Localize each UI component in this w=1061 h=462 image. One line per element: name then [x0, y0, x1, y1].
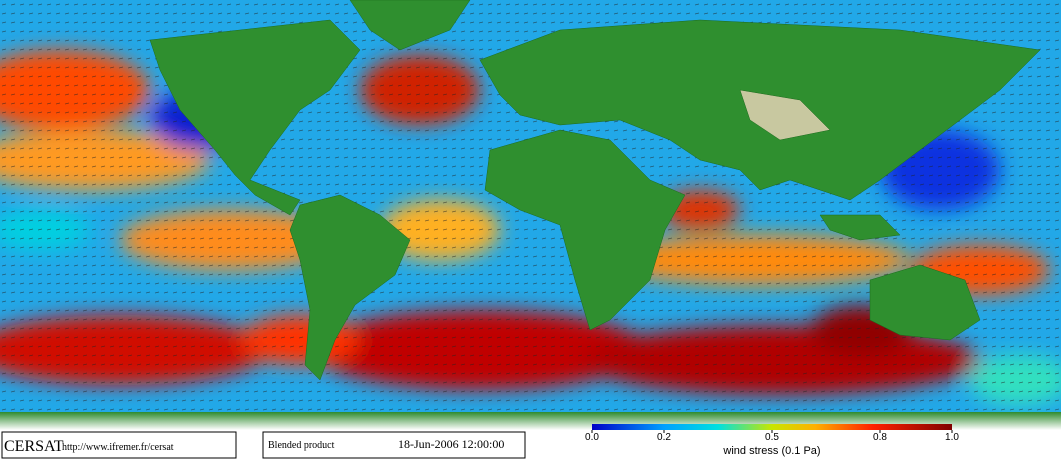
- logo: CERSAT: [4, 438, 64, 455]
- tibet: [739, 89, 831, 141]
- colorbar-tick-label: 0.8: [873, 432, 887, 443]
- greenland: [349, 0, 471, 51]
- product-box: [262, 431, 526, 459]
- continents: [149, 0, 1041, 381]
- north-america: [149, 19, 361, 216]
- africa: [484, 129, 686, 331]
- product: Blended product: [268, 440, 335, 451]
- indonesia: [819, 214, 901, 241]
- colorbar-tick-label: 1.0: [945, 432, 959, 443]
- logo-box: [1, 431, 237, 459]
- colorbar-tick-label: 0.2: [657, 432, 671, 443]
- colorbar: [592, 424, 952, 430]
- australia: [869, 264, 981, 341]
- south-america: [289, 194, 411, 381]
- colorbar-tick-label: 0.0: [585, 432, 599, 443]
- datetime: 18-Jun-2006 12:00:00: [398, 437, 504, 451]
- colorbar-label: wind stress (0.1 Pa): [722, 445, 820, 457]
- colorbar-tick-label: 0.5: [765, 432, 779, 443]
- url: http://www.ifremer.fr/cersat: [62, 442, 174, 453]
